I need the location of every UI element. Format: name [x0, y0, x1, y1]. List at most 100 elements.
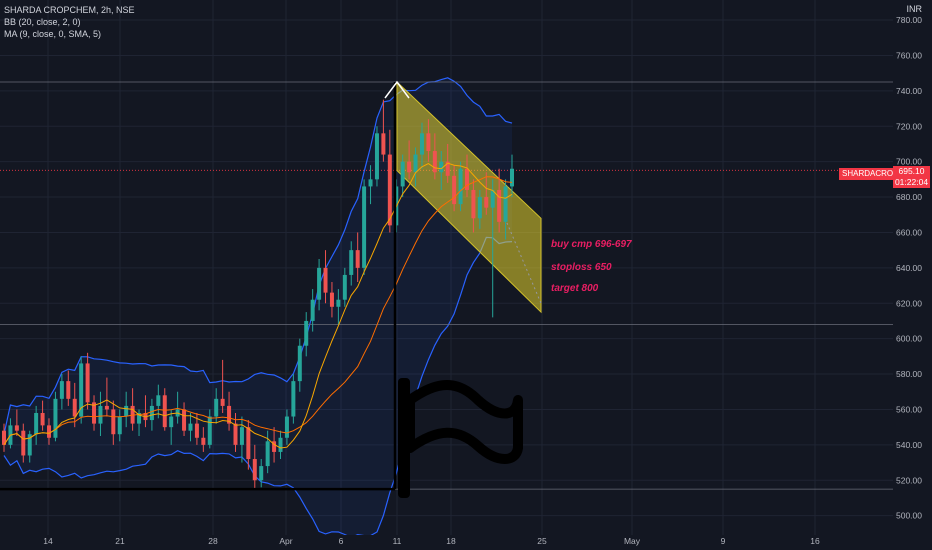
candle-body: [233, 423, 238, 445]
candle-body: [239, 427, 244, 445]
candle-body: [452, 175, 457, 205]
candle-body: [336, 299, 341, 307]
candle-body: [413, 154, 418, 173]
candle-body: [510, 168, 514, 187]
price-tick-label: 520.00: [896, 475, 922, 485]
candle-body: [169, 416, 174, 428]
candle-body: [59, 381, 64, 399]
candle-body: [246, 427, 251, 460]
channel-projection: [504, 218, 542, 304]
price-tick-label: 720.00: [896, 121, 922, 131]
candle-body: [259, 466, 264, 481]
candle-body: [227, 405, 232, 424]
price-axis-bg: [893, 0, 932, 550]
candle-body: [400, 161, 405, 187]
candle-body: [98, 405, 103, 424]
candle-body: [156, 395, 161, 406]
candle-body: [477, 197, 482, 219]
indicator-legend: SHARDA CROPCHEM, 2h, NSE BB (20, close, …: [4, 4, 135, 40]
candle-body: [40, 412, 45, 426]
candle-body: [503, 186, 508, 222]
candle-body: [220, 398, 225, 406]
candle-body: [252, 459, 257, 481]
candle-body: [297, 345, 302, 382]
currency-label: INR: [906, 4, 923, 14]
candle-body: [265, 441, 270, 467]
candle-body: [27, 434, 32, 456]
candle-body: [362, 186, 367, 268]
price-tick-label: 680.00: [896, 192, 922, 202]
candle-body: [104, 405, 109, 410]
candle-body: [490, 189, 495, 208]
time-tick-label: 6: [339, 536, 344, 546]
price-tick-label: 620.00: [896, 298, 922, 308]
price-tick-label: 640.00: [896, 263, 922, 273]
candle-body: [2, 430, 6, 445]
time-tick-label: 14: [43, 536, 53, 546]
candle-body: [137, 412, 142, 424]
buy-annotation[interactable]: buy cmp 696-697: [551, 239, 632, 250]
price-tick-label: 580.00: [896, 369, 922, 379]
time-axis[interactable]: 14 21 28 Apr 6 11 18 25 May 9 16: [0, 535, 932, 550]
candle-body: [419, 133, 424, 155]
chart-grid: [0, 0, 893, 535]
candle-body: [445, 161, 450, 176]
candle-body: [124, 405, 129, 417]
candle-body: [194, 423, 199, 438]
time-tick-label: 28: [208, 536, 218, 546]
candle-body: [291, 381, 296, 417]
arrow-head: [384, 80, 410, 99]
time-tick-label: 9: [721, 536, 726, 546]
bb-basis-line: [3, 176, 513, 446]
target-annotation[interactable]: target 800: [551, 283, 599, 294]
time-tick-label: 16: [810, 536, 820, 546]
price-axis[interactable]: 500.00 520.00 540.00 560.00 580.00 600.00 620.…: [893, 0, 932, 550]
time-tick-label: 18: [446, 536, 456, 546]
candle-body: [304, 320, 309, 346]
time-tick-label: May: [624, 536, 641, 546]
ma-indicator-label[interactable]: MA (9, close, 0, SMA, 5): [4, 29, 102, 39]
price-tick-label: 560.00: [896, 404, 922, 414]
candle-body: [149, 405, 154, 421]
bb-indicator-label[interactable]: BB (20, close, 2, 0): [4, 17, 81, 27]
candle-body: [272, 441, 277, 452]
stoploss-annotation[interactable]: stoploss 650: [551, 262, 612, 273]
candle-body: [426, 133, 431, 152]
price-tick-label: 660.00: [896, 227, 922, 237]
bar-countdown: 01:22:04: [894, 177, 929, 187]
candle-body: [484, 197, 489, 208]
candle-body: [14, 425, 19, 431]
candle-body: [278, 437, 283, 452]
candle-body: [34, 412, 39, 435]
candle-body: [214, 398, 219, 417]
candle-body: [342, 274, 347, 300]
symbol-title[interactable]: SHARDA CROPCHEM, 2h, NSE: [4, 5, 135, 15]
price-tick-label: 600.00: [896, 334, 922, 344]
current-price: 695.10: [898, 166, 925, 176]
flag-icon: [398, 378, 523, 498]
price-tick-label: 740.00: [896, 86, 922, 96]
candle-body: [464, 168, 469, 190]
time-tick-label: 11: [393, 536, 402, 546]
time-tick-label: Apr: [279, 536, 292, 546]
candle-body: [317, 267, 322, 300]
candle-body: [387, 154, 392, 226]
moving-averages: [3, 162, 513, 449]
candle-body: [471, 189, 476, 219]
candle-body: [92, 402, 97, 424]
candle-body: [381, 133, 386, 155]
candle-body: [47, 425, 52, 438]
candle-body: [407, 161, 412, 173]
candle-body: [72, 398, 77, 417]
candle-body: [374, 133, 379, 180]
candle-body: [207, 416, 212, 445]
ma-line: [3, 162, 513, 449]
candle-body: [355, 250, 360, 268]
candle-body: [79, 363, 84, 417]
candle-body: [21, 430, 26, 456]
candle-body: [497, 189, 502, 222]
time-tick-label: 21: [115, 536, 125, 546]
candle-body: [349, 250, 354, 275]
candle-body: [201, 437, 206, 445]
